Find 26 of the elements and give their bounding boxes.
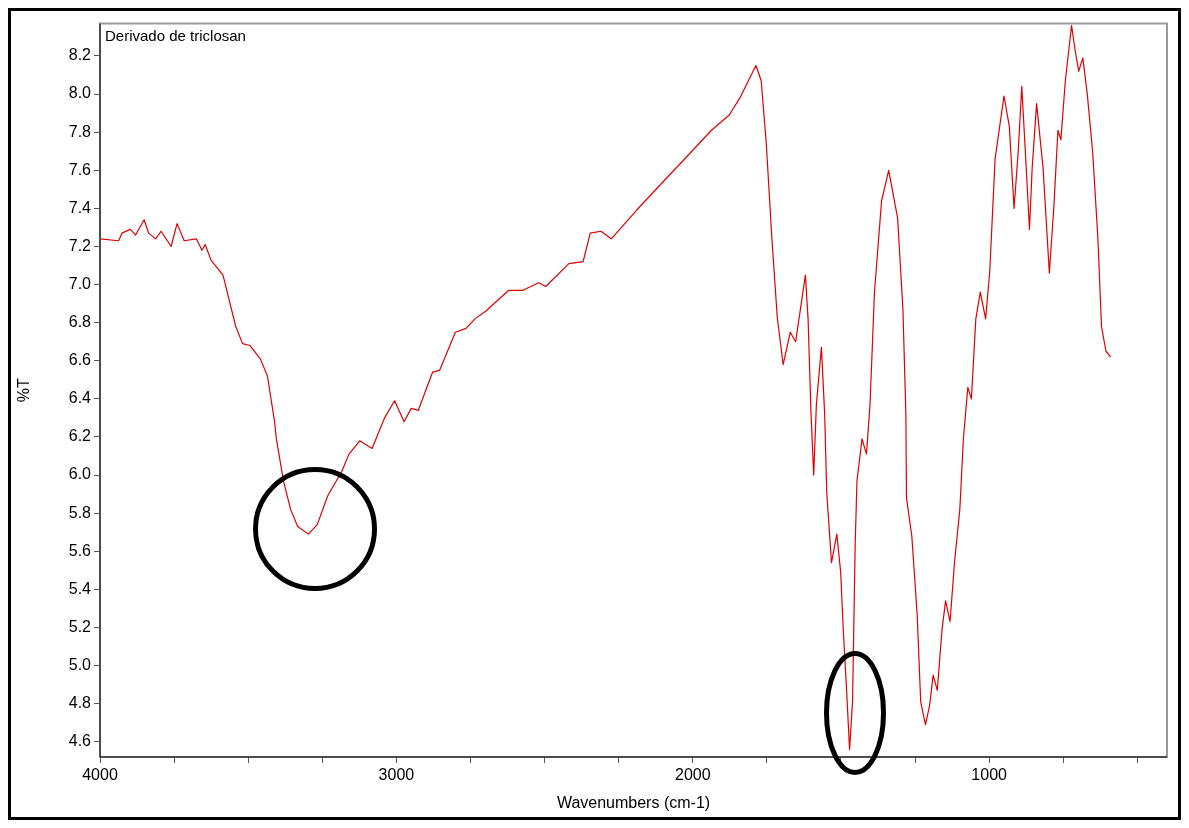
y-tick-label: 7.2: [68, 236, 92, 254]
y-tick-label: 5.8: [68, 503, 92, 521]
x-tick-label: 1000: [971, 766, 1008, 784]
y-tick-label: 5.4: [68, 579, 92, 597]
y-tick-label: 8.0: [68, 84, 92, 102]
y-tick-label: 7.6: [68, 160, 92, 178]
x-axis-title: Wavenumbers (cm-1): [556, 793, 711, 811]
y-tick-label: 5.6: [68, 541, 92, 559]
y-tick-label: 8.2: [68, 46, 92, 64]
y-tick-label: 4.6: [68, 732, 92, 750]
x-tick-label: 4000: [82, 766, 118, 784]
y-axis-title: %T: [15, 378, 33, 403]
y-tick-label: 4.8: [68, 694, 92, 712]
y-tick-label: 5.0: [68, 655, 92, 673]
y-tick-label: 7.4: [68, 198, 92, 216]
y-tick-label: 7.0: [68, 274, 92, 292]
y-tick-label: 6.4: [68, 389, 92, 407]
chart-title: Derivado de triclosan: [105, 27, 246, 45]
x-tick-label: 2000: [674, 766, 711, 784]
y-tick-label: 6.0: [68, 465, 92, 483]
x-tick-label: 3000: [378, 766, 415, 784]
y-tick-label: 6.8: [68, 313, 92, 331]
y-tick-label: 7.8: [68, 122, 92, 140]
y-tick-label: 6.2: [68, 427, 92, 445]
y-tick-label: 5.2: [68, 617, 92, 635]
y-tick-label: 6.6: [68, 351, 92, 369]
